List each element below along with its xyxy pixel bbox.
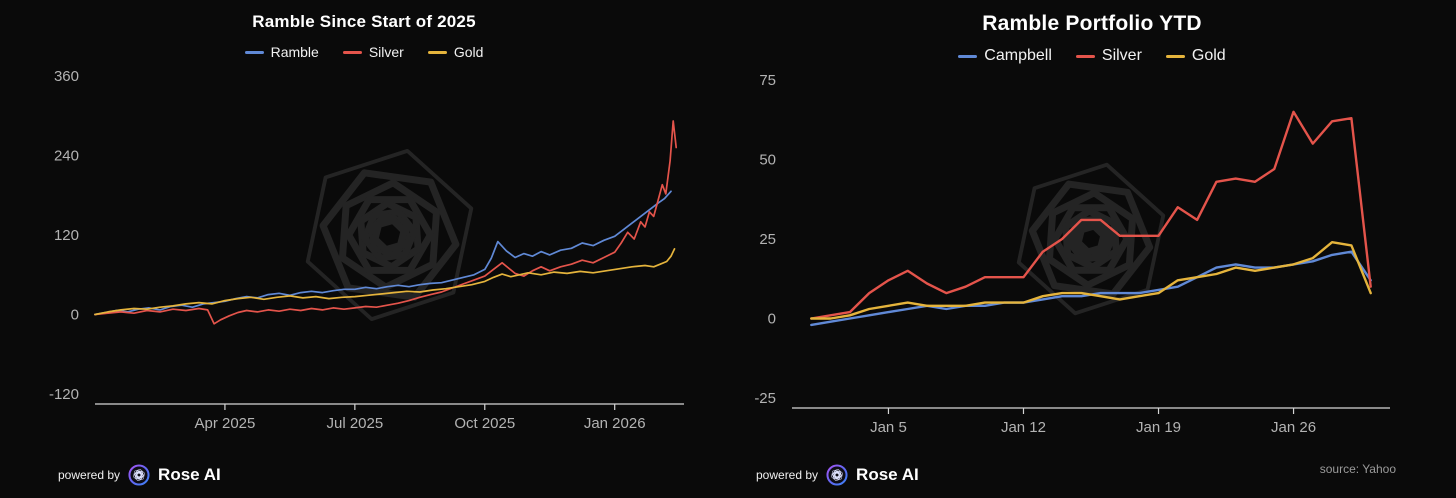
x-axis-tick-label: Jan 26 [1271, 419, 1316, 436]
x-axis-tick-label: Jan 19 [1136, 419, 1181, 436]
legend-swatch [1075, 54, 1095, 58]
source-attribution: source: Yahoo [1319, 462, 1396, 476]
rose-ai-logo-icon [826, 464, 848, 486]
powered-by-footer: powered by Rose AI [756, 464, 919, 486]
y-axis-tick-label: 50 [759, 152, 776, 169]
chart-panel-since-2025: Ramble Since Start of 2025 Ramble Silver G… [49, 12, 684, 486]
y-axis-tick-label: 120 [54, 227, 79, 244]
line-chart: Jan 5 Jan 12 Jan 19 Jan 26 75 50 25 0 -25 [754, 72, 1390, 436]
powered-by-label: powered by [756, 468, 819, 482]
y-axis-tick-label: 25 [759, 231, 776, 248]
legend-swatch [244, 50, 264, 54]
rose-ai-brand: Rose AI [158, 465, 221, 484]
watermark-logo [1016, 162, 1166, 316]
x-axis-tick-label: Oct 2025 [454, 415, 515, 432]
y-axis-tick-label: -120 [49, 386, 79, 403]
rose-ai-brand: Rose AI [856, 465, 919, 484]
chart-legend: Ramble Silver Gold [244, 42, 484, 62]
series-line-gold [810, 240, 1372, 320]
series-line-ramble [94, 190, 672, 316]
legend-item-campbell: Campbell [958, 47, 1052, 65]
chart-title: Ramble Portfolio YTD [982, 12, 1202, 35]
legend-label: Silver [1101, 47, 1142, 64]
legend-label: Ramble [270, 44, 319, 60]
legend-label: Gold [1191, 47, 1226, 64]
line-chart: Apr 2025 Jul 2025 Oct 2025 Jan 2026 360 240 12… [49, 68, 684, 432]
chart-legend: Campbell Silver Gold [958, 46, 1226, 66]
y-axis-tick-label: 360 [54, 68, 79, 85]
legend-label: Silver [368, 44, 404, 60]
rose-ai-logo-icon [128, 464, 150, 486]
legend-swatch [1165, 54, 1185, 58]
y-axis-tick-label: 240 [54, 148, 79, 165]
x-axis-tick-label: Apr 2025 [194, 415, 255, 432]
legend-swatch [427, 50, 447, 54]
x-axis-tick-label: Jan 12 [1001, 419, 1046, 436]
x-axis-tick-label: Jan 2026 [584, 415, 646, 432]
powered-by-footer: powered by Rose AI [58, 464, 221, 486]
legend-item-gold: Gold [427, 44, 484, 60]
x-axis-tick-label: Jan 5 [870, 419, 907, 436]
y-axis-tick-label: 0 [768, 311, 776, 328]
legend-item-gold: Gold [1165, 47, 1226, 65]
series-line-silver [94, 120, 678, 325]
series-line-silver [810, 110, 1372, 320]
powered-by-label: powered by [58, 468, 121, 482]
y-axis-tick-label: 75 [759, 72, 776, 89]
chart-panel-ytd: Ramble Portfolio YTD Campbell Silver Gold … [728, 0, 1456, 498]
legend-item-ramble: Ramble [244, 44, 319, 60]
series-line-gold [94, 248, 676, 316]
y-axis-tick-label: -25 [754, 390, 776, 407]
legend-label: Campbell [984, 47, 1052, 64]
legend-item-silver: Silver [342, 44, 404, 60]
y-axis-tick-label: 0 [71, 307, 79, 324]
legend-swatch [342, 50, 362, 54]
legend-swatch [958, 54, 978, 58]
legend-item-silver: Silver [1075, 47, 1142, 65]
chart-title: Ramble Since Start of 2025 [252, 12, 476, 31]
legend-label: Gold [453, 44, 484, 60]
x-axis-tick-label: Jul 2025 [326, 415, 383, 432]
